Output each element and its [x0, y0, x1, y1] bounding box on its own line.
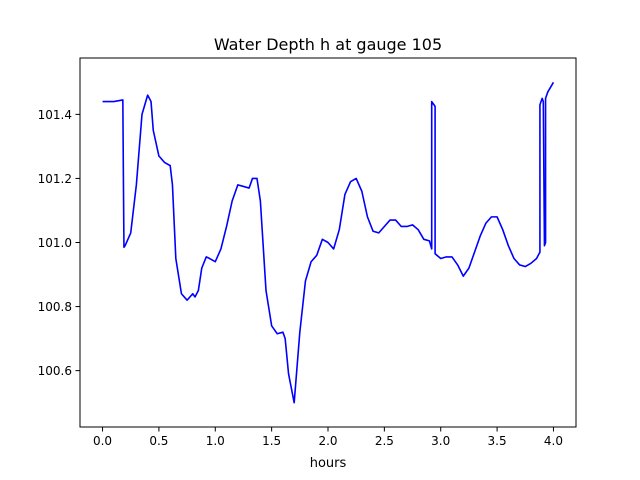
x-tick-label: 1.0	[206, 434, 225, 448]
x-tick-label: 4.0	[544, 434, 563, 448]
series-layer	[102, 81, 555, 404]
series-line-0	[102, 81, 555, 404]
y-tick-label: 100.6	[38, 364, 72, 378]
x-tick-label: 2.5	[375, 434, 394, 448]
y-tick-label: 101.0	[38, 236, 72, 250]
chart-title: Water Depth h at gauge 105	[214, 35, 442, 54]
x-axis-label: hours	[310, 456, 347, 471]
x-tick-label: 2.0	[318, 434, 337, 448]
y-tick-label: 101.4	[38, 108, 72, 122]
x-tick-label: 3.5	[488, 434, 507, 448]
x-tick-label: 0.5	[149, 434, 168, 448]
y-tick-label: 100.8	[38, 300, 72, 314]
y-tick-label: 101.2	[38, 172, 72, 186]
x-tick-label: 0.0	[93, 434, 112, 448]
x-tick-label: 3.0	[431, 434, 450, 448]
x-axis-ticks: 0.0 0.5 1.0 1.5 2.0 2.5 3.0 3.5 4.0	[93, 427, 563, 448]
x-tick-label: 1.5	[262, 434, 281, 448]
y-axis-ticks: 100.6 100.8 101.0 101.2 101.4	[38, 108, 80, 378]
plot-frame	[79, 57, 577, 428]
